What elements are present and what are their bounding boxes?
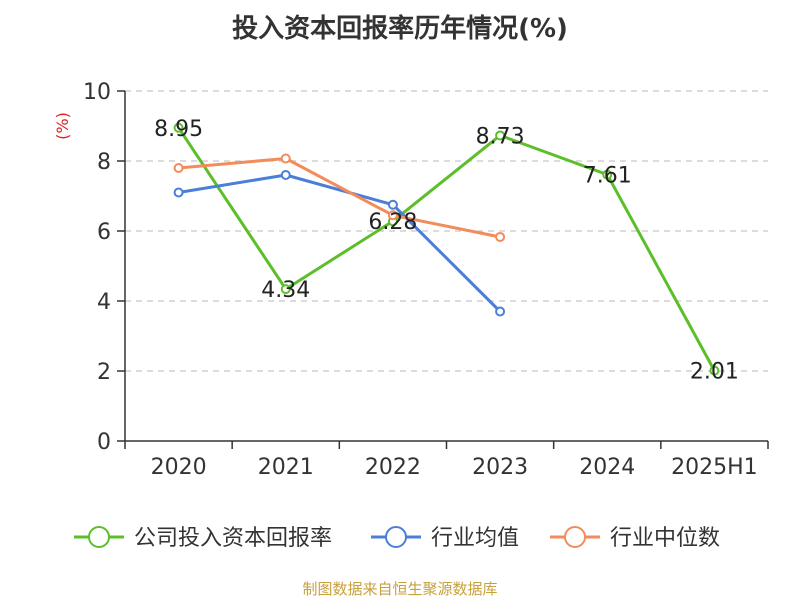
legend-marker (564, 526, 586, 548)
y-axis-label: (%) (53, 112, 72, 140)
data-labels: 8.95 4.34 6.28 8.73 7.61 2.01 (154, 117, 739, 385)
legend: 公司投入资本回报率 行业均值 行业中位数 (74, 526, 720, 551)
series-0 (173, 122, 720, 376)
y-tick-label: 0 (97, 430, 111, 455)
data-point (280, 170, 291, 180)
y-tick-label: 10 (83, 80, 111, 105)
source-note: 制图数据来自恒生聚源数据库 (302, 580, 498, 598)
legend-item-2: 行业中位数 (550, 526, 720, 551)
data-point (280, 284, 291, 295)
legend-label: 公司投入资本回报率 (134, 526, 332, 551)
data-label: 6.28 (368, 210, 417, 235)
data-point (173, 187, 184, 198)
series-line (178, 173, 502, 313)
data-label: 8.95 (154, 117, 203, 142)
x-tick-label: 2020 (151, 455, 207, 480)
grid-lines (125, 90, 768, 372)
chart-title: 投入资本回报率历年情况(%) (232, 14, 568, 44)
data-label: 8.73 (476, 124, 525, 149)
data-point (495, 231, 506, 242)
series-lines (173, 122, 720, 376)
x-tick-label: 2025H1 (671, 455, 758, 480)
series-1 (173, 170, 506, 317)
legend-item-0: 公司投入资本回报率 (74, 526, 332, 551)
legend-item-1: 行业均值 (371, 526, 519, 551)
data-point (173, 163, 184, 173)
y-tick-label: 6 (97, 220, 111, 245)
data-point (602, 169, 613, 180)
x-tick-label: 2022 (365, 455, 421, 480)
legend-marker (385, 526, 407, 548)
data-point (387, 199, 398, 210)
data-point (173, 122, 184, 133)
data-label: 4.34 (261, 278, 310, 303)
data-point (495, 306, 506, 317)
data-point (280, 153, 291, 164)
data-point (709, 365, 720, 376)
x-tick-label: 2023 (472, 455, 528, 480)
data-label: 2.01 (690, 360, 739, 385)
legend-marker (88, 526, 110, 548)
y-tick-label: 4 (97, 290, 111, 315)
x-tick-label: 2024 (579, 455, 635, 480)
x-tick-label: 2021 (258, 455, 314, 480)
axes: 0 2 4 6 8 10 2020 2021 2022 2023 2024 2025H1 (83, 80, 769, 480)
y-tick-label: 8 (97, 150, 111, 175)
legend-label: 行业中位数 (610, 526, 720, 551)
series-line (177, 126, 716, 372)
legend-label: 行业均值 (431, 526, 519, 551)
data-label: 7.61 (583, 164, 632, 189)
y-tick-label: 2 (97, 360, 111, 385)
series-line (178, 157, 501, 239)
data-point (387, 210, 398, 221)
data-point (495, 130, 506, 141)
series-2 (173, 153, 506, 242)
